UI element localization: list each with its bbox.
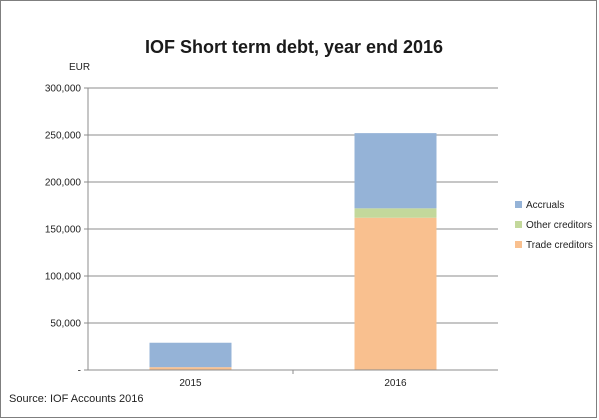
y-tick-label: 150,000 (45, 225, 82, 236)
source-note: Source: IOF Accounts 2016 (9, 393, 144, 405)
bars (149, 133, 437, 370)
y-axis-unit-label: EUR (69, 62, 90, 73)
y-tick-label: 250,000 (45, 131, 82, 142)
bar-trade-creditors-2015 (149, 367, 232, 370)
bar-accruals-2016 (354, 133, 437, 209)
legend-label: Other creditors (526, 220, 592, 231)
bar-accruals-2015 (149, 342, 232, 368)
x-tick-label: 2016 (384, 378, 407, 389)
legend-swatch (515, 221, 522, 228)
y-tick-label: 50,000 (50, 319, 81, 330)
bar-trade-creditors-2016 (354, 217, 437, 370)
chart-title: IOF Short term debt, year end 2016 (145, 37, 443, 57)
legend-label: Accruals (526, 200, 564, 211)
legend-swatch (515, 241, 522, 248)
y-axis-ticks: - 50,000 100,000 150,000 200,000 250,000 300,0… (45, 84, 88, 377)
y-tick-label: 100,000 (45, 272, 82, 283)
x-tick-label: 2015 (179, 378, 202, 389)
legend: Accruals Other creditors Trade creditors (515, 200, 593, 251)
legend-swatch (515, 201, 522, 208)
y-tick-label: - (78, 366, 81, 377)
x-axis-ticks: 2015 2016 (179, 370, 407, 389)
bar-other-creditors-2016 (354, 208, 437, 218)
y-tick-label: 200,000 (45, 178, 82, 189)
y-tick-label: 300,000 (45, 84, 82, 95)
legend-label: Trade creditors (526, 240, 593, 251)
